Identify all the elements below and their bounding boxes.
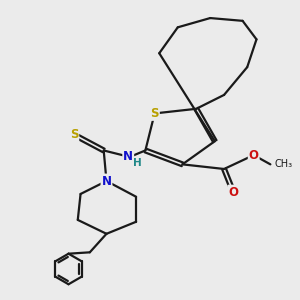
Text: O: O bbox=[228, 186, 238, 199]
Text: H: H bbox=[133, 158, 142, 168]
Text: S: S bbox=[70, 128, 78, 141]
Text: CH₃: CH₃ bbox=[274, 159, 293, 170]
Text: O: O bbox=[249, 148, 259, 162]
Text: S: S bbox=[150, 107, 159, 120]
Text: N: N bbox=[101, 175, 112, 188]
Text: N: N bbox=[123, 150, 133, 163]
